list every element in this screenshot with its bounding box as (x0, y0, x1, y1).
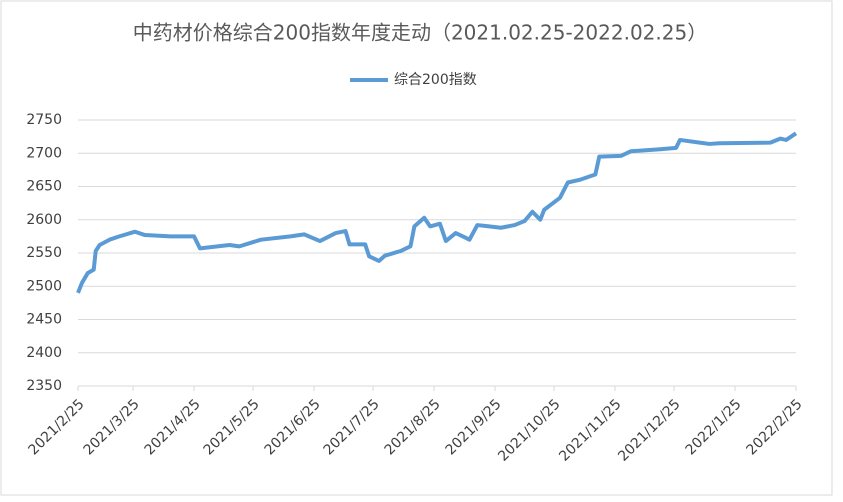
y-tick-label: 2400 (26, 345, 62, 361)
series-line (76, 131, 798, 294)
chart-border (0, 0, 833, 496)
chart-title: 中药材价格综合200指数年度走动（2021.02.25-2022.02.25） (133, 21, 707, 45)
y-tick-label: 2600 (26, 212, 62, 228)
legend-label: 综合200指数 (394, 72, 477, 88)
y-tick-label: 2750 (26, 112, 62, 128)
y-tick-label: 2500 (26, 278, 62, 294)
y-tick-label: 2550 (26, 245, 62, 261)
y-tick-label: 2700 (26, 145, 62, 161)
y-tick-label: 2350 (26, 378, 62, 394)
y-tick-label: 2450 (26, 312, 62, 328)
y-tick-label: 2650 (26, 179, 62, 195)
